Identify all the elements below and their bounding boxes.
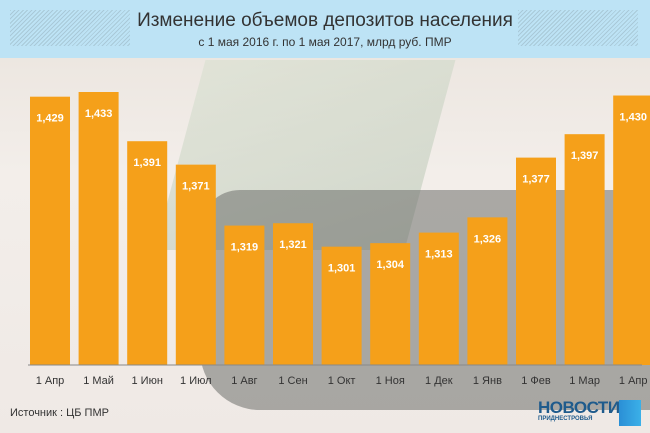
logo-sub-text: ПРИДНЕСТРОВЬЯ [538, 416, 593, 422]
data-label: 1,371 [182, 181, 210, 193]
chart-subtitle: с 1 мая 2016 г. по 1 мая 2017, млрд руб.… [198, 35, 452, 49]
x-tick-label: 1 Фев [521, 375, 551, 387]
bar [516, 157, 556, 365]
x-tick-label: 1 Сен [278, 375, 307, 387]
bar [127, 141, 168, 365]
x-tick-label: 1 Окт [328, 375, 356, 387]
x-tick-label: 1 Май [83, 375, 114, 387]
data-label: 1,301 [328, 263, 356, 275]
source-note: Источник : ЦБ ПМР [10, 407, 109, 419]
bar [418, 232, 459, 365]
x-tick-label: 1 Авг [231, 375, 257, 387]
bar [273, 223, 313, 365]
data-label: 1,433 [85, 108, 113, 120]
data-label: 1,313 [425, 249, 453, 261]
x-tick-label: 1 Янв [473, 375, 502, 387]
header: Изменение объемов депозитов населения с … [0, 0, 650, 58]
data-label: 1,326 [474, 233, 502, 245]
data-label: 1,319 [231, 242, 259, 254]
data-label: 1,391 [133, 157, 161, 169]
bar [467, 217, 508, 365]
bar [564, 134, 605, 365]
data-label: 1,430 [619, 112, 647, 124]
data-label: 1,377 [522, 174, 550, 186]
chart-title: Изменение объемов депозитов населения [137, 10, 513, 31]
bar [175, 164, 216, 365]
x-tick-label: 1 Ноя [376, 375, 405, 387]
data-label: 1,397 [571, 150, 599, 162]
data-label: 1,304 [376, 259, 404, 271]
x-tick-label: 1 Июл [180, 375, 212, 387]
x-tick-label: 1 Дек [425, 375, 453, 387]
bar [613, 95, 650, 366]
bar [78, 92, 119, 365]
logo-main-text: НОВОСТИ [538, 398, 620, 417]
logo: НОВОСТИ ПРИДНЕСТРОВЬЯ [538, 398, 641, 426]
data-label: 1,429 [36, 113, 64, 125]
x-tick-label: 1 Апр [619, 375, 648, 387]
logo-icon [619, 400, 641, 426]
x-tick-label: 1 Апр [36, 375, 65, 387]
x-tick-label: 1 Мар [569, 375, 600, 387]
data-label: 1,321 [279, 239, 307, 251]
bar [370, 243, 411, 365]
x-tick-label: 1 Июн [131, 375, 162, 387]
bar [321, 246, 362, 365]
bar [30, 96, 70, 365]
bar [224, 225, 265, 365]
